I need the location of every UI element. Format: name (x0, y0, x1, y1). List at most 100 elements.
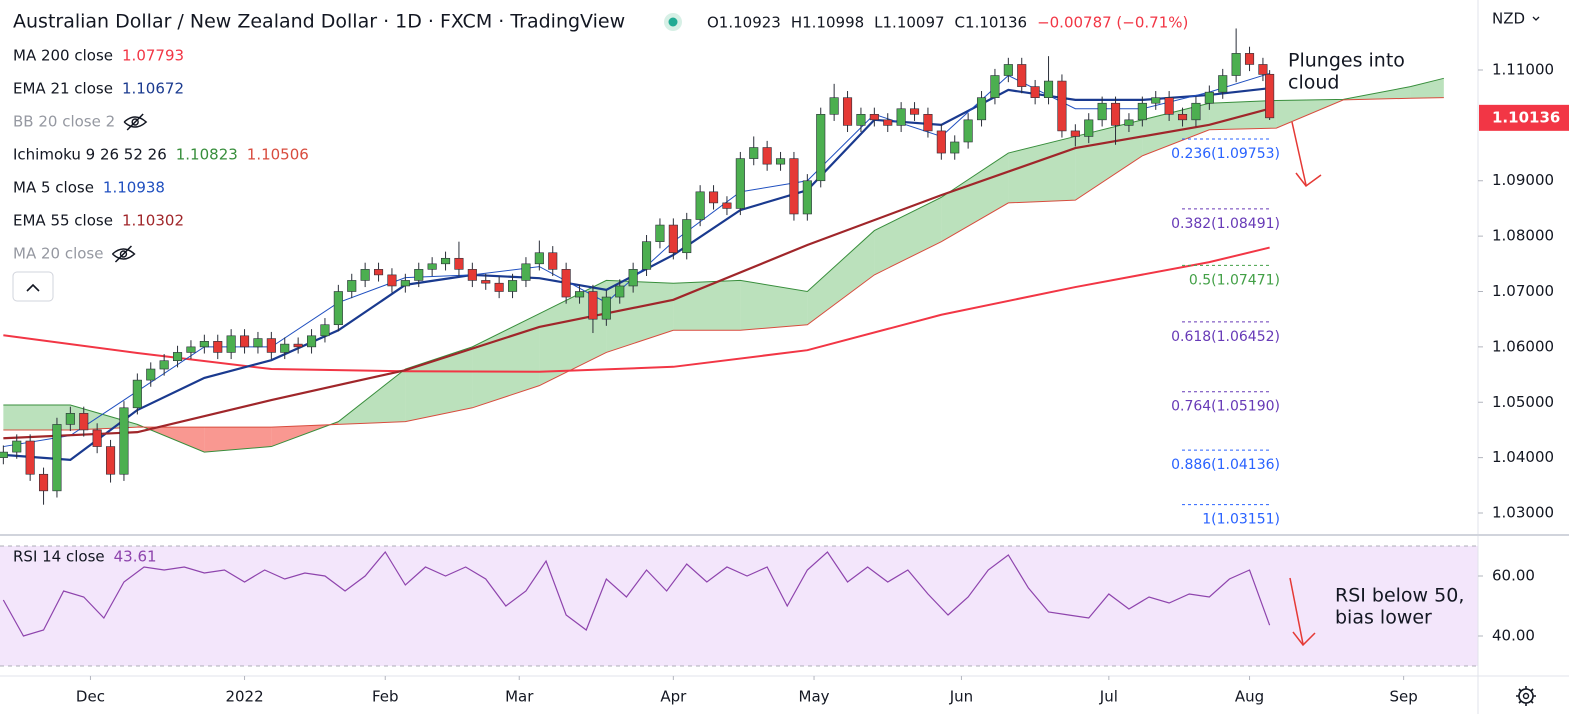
eye-pupil[interactable] (131, 118, 139, 126)
candle-body (682, 219, 692, 254)
arrow (1289, 577, 1304, 645)
last-price-box (1479, 104, 1569, 131)
ichimoku-cloud (874, 197, 942, 275)
candle-body (816, 113, 826, 182)
candle-body (655, 224, 665, 242)
candle-body (909, 108, 920, 115)
candle-body (481, 280, 491, 284)
rsi-line (2, 550, 1271, 637)
candle-body (641, 241, 652, 270)
fib-level-label: 0.618(1.06452) (1171, 329, 1280, 345)
quote-value: C1.10136 (955, 14, 1028, 32)
rsi-band (0, 546, 1478, 666)
annotation: Plunges into (1288, 50, 1405, 72)
candle-body (990, 75, 1000, 98)
candle-body (333, 291, 343, 326)
currency-label[interactable]: NZD (1492, 10, 1525, 28)
eye-pupil[interactable] (119, 250, 128, 258)
candle-body (1191, 102, 1201, 121)
candle-body (896, 108, 906, 126)
x-tick-label: Jul (1099, 688, 1118, 706)
candle-body (427, 263, 437, 270)
candle-body (1218, 75, 1228, 93)
candle-body (1258, 64, 1268, 75)
candle-body (789, 158, 799, 215)
annotation: cloud (1288, 72, 1339, 94)
ichimoku-cloud (1410, 78, 1444, 99)
candle-body (92, 429, 102, 447)
x-tick-label: 2022 (225, 688, 263, 706)
currency-chevron[interactable] (1532, 16, 1540, 21)
gear-hub[interactable] (1522, 692, 1530, 700)
x-tick-label: Mar (505, 688, 534, 706)
annotation: RSI below 50, (1335, 585, 1464, 607)
ichimoku-cloud (3, 405, 71, 430)
legend-name: MA 5 close (13, 179, 94, 197)
candle-body (1097, 102, 1107, 121)
y-tick-label: 1.08000 (1492, 227, 1554, 245)
x-tick-label: Jun (949, 688, 973, 706)
candle-body (950, 141, 960, 154)
candle-body (749, 147, 759, 159)
candle-body (869, 113, 879, 121)
candle-body (588, 291, 598, 320)
candle-body (1151, 97, 1161, 104)
ichimoku-span-a (3, 77, 1444, 453)
fib-level-label: 0.5(1.07471) (1189, 272, 1280, 288)
visibility-toggle[interactable] (111, 245, 136, 263)
candle-body (414, 269, 424, 281)
eye-hidden-icon[interactable] (123, 113, 148, 131)
fib-level-label: 1(1.03151) (1202, 512, 1280, 528)
candle-body (306, 335, 317, 348)
overlay-ui: Australian Dollar / New Zealand Dollar ·… (12, 10, 1569, 706)
candle-body (52, 424, 62, 492)
candle-body (1204, 91, 1214, 104)
candle-body (280, 343, 290, 353)
candle-body (440, 257, 451, 265)
candle-body (775, 158, 786, 165)
candle-body (1043, 80, 1054, 98)
candle-body (1070, 130, 1080, 137)
legend-name: MA 20 close (13, 245, 103, 263)
candle-body (923, 113, 933, 132)
last-price-label: 1.10136 (1492, 108, 1560, 126)
ichimoku-cloud (941, 153, 1009, 242)
collapse-icon[interactable] (26, 283, 40, 292)
candle-body (0, 451, 8, 458)
candle-body (1137, 102, 1147, 121)
gear-teeth[interactable] (1516, 686, 1536, 706)
candle-body (320, 324, 330, 337)
fib-level-label: 0.886(1.04136) (1171, 457, 1280, 473)
legend-value: 1.10938 (103, 179, 165, 197)
candle-body (186, 346, 196, 353)
candle-body (1003, 64, 1013, 76)
x-tick-label: Dec (76, 688, 105, 706)
candle-body (762, 147, 772, 165)
candle-body (1084, 119, 1094, 137)
ichimoku-cloud (673, 280, 741, 331)
candle-body (25, 440, 35, 475)
collapse-legend-button[interactable] (12, 271, 54, 302)
candle-body (668, 224, 678, 254)
x-tick-label: Aug (1235, 688, 1264, 706)
settings-button[interactable] (1516, 686, 1536, 706)
ichimoku-cloud (807, 230, 875, 325)
candle-body (226, 335, 236, 353)
candle-body (628, 269, 638, 287)
fib-level-label: 0.236(1.09753) (1171, 146, 1280, 162)
legend-name: EMA 55 close (13, 212, 113, 230)
eye-hidden-icon[interactable] (111, 245, 136, 263)
candle-body (38, 473, 49, 492)
candle-body (601, 296, 611, 320)
arrow (1291, 121, 1307, 186)
fib-level-label: 0.382(1.08491) (1171, 216, 1280, 232)
quote-value: L1.10097 (874, 14, 944, 32)
candle-body (561, 269, 571, 298)
candle-body (293, 343, 303, 348)
quote-value: O1.10923 (707, 14, 781, 32)
legend-value: 1.10302 (122, 212, 184, 230)
legend-value: 1.07793 (122, 47, 184, 65)
candle-body (1231, 53, 1241, 76)
visibility-toggle[interactable] (123, 113, 148, 131)
